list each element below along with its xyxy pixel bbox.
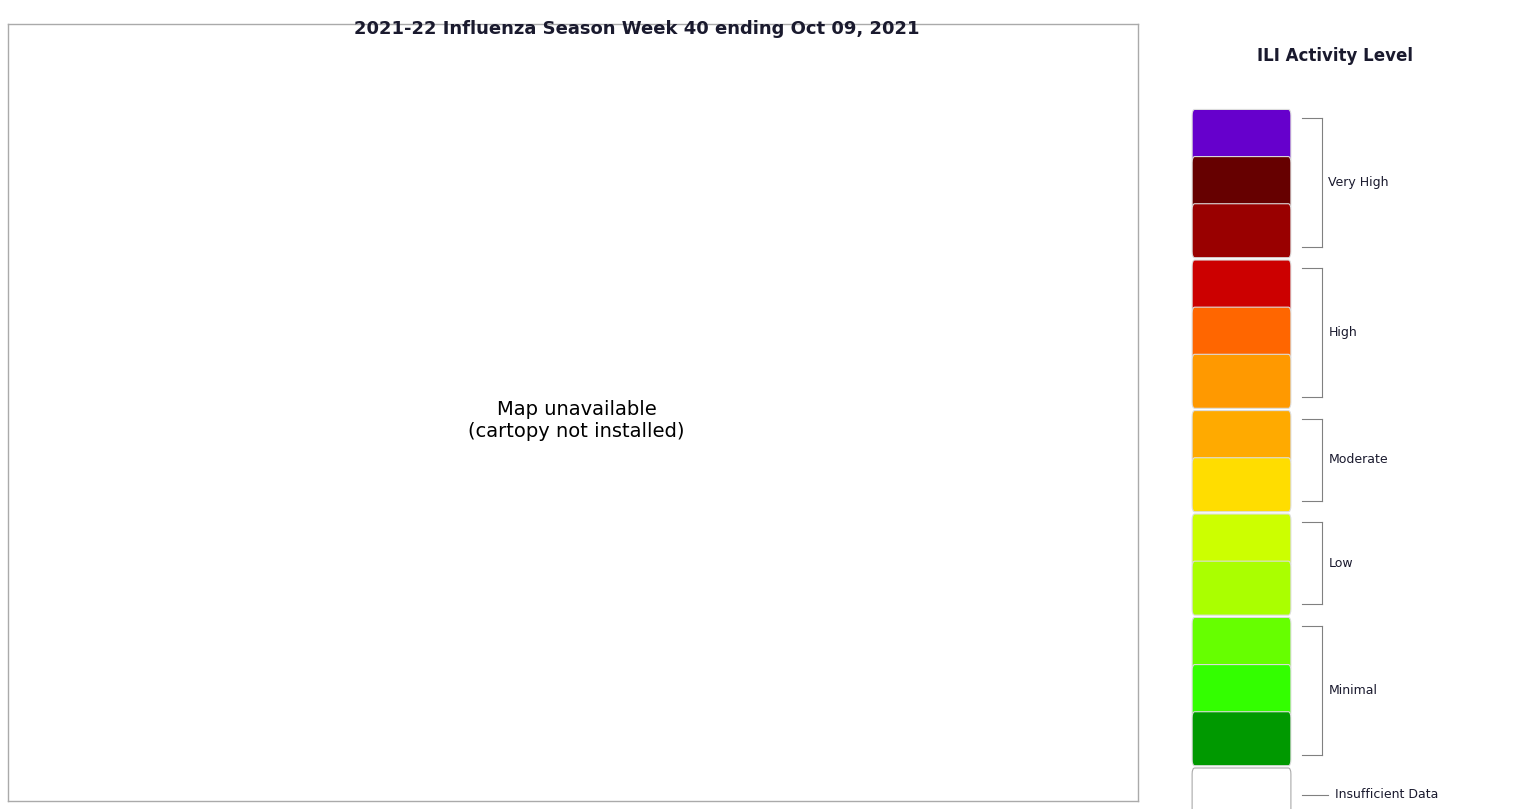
FancyBboxPatch shape [1192,354,1291,409]
FancyBboxPatch shape [1192,411,1291,464]
FancyBboxPatch shape [1192,204,1291,258]
Text: Moderate: Moderate [1329,453,1388,466]
Text: 2021-22 Influenza Season Week 40 ending Oct 09, 2021: 2021-22 Influenza Season Week 40 ending … [355,20,919,38]
Text: Low: Low [1329,557,1353,570]
Text: Minimal: Minimal [1329,684,1377,697]
FancyBboxPatch shape [1192,712,1291,766]
FancyBboxPatch shape [1192,260,1291,314]
Text: High: High [1329,326,1358,339]
FancyBboxPatch shape [1192,109,1291,163]
FancyBboxPatch shape [1192,617,1291,671]
FancyBboxPatch shape [1192,768,1291,809]
FancyBboxPatch shape [1192,307,1291,361]
Text: Very High: Very High [1329,176,1388,188]
FancyBboxPatch shape [1192,561,1291,615]
FancyBboxPatch shape [1192,157,1291,210]
Text: ILI Activity Level: ILI Activity Level [1258,47,1412,65]
Text: Insufficient Data: Insufficient Data [1335,789,1438,802]
Text: Map unavailable
(cartopy not installed): Map unavailable (cartopy not installed) [469,400,684,441]
FancyBboxPatch shape [1192,514,1291,568]
FancyBboxPatch shape [1192,664,1291,718]
FancyBboxPatch shape [1192,458,1291,512]
